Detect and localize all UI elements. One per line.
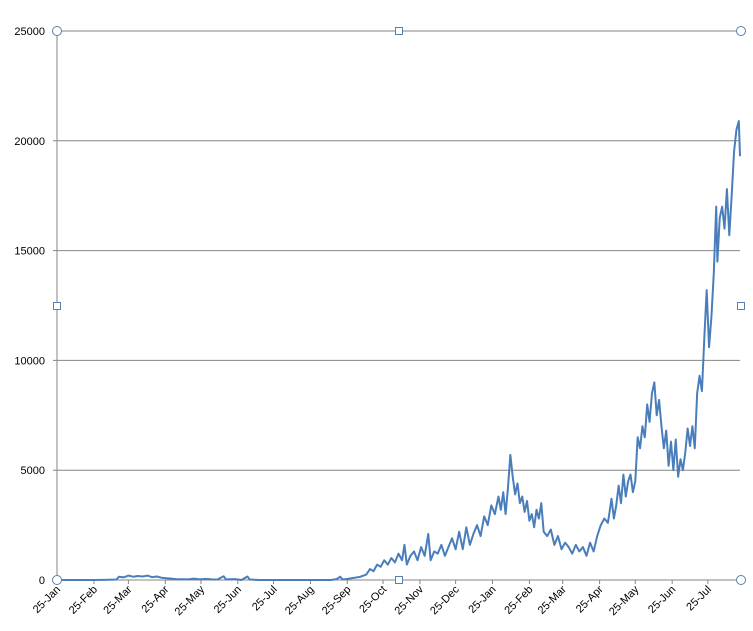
x-tick-label: 25-Aug (283, 584, 317, 618)
selection-handles (52, 26, 746, 585)
handle[interactable] (736, 575, 746, 585)
x-tick-label: 25-Dec (428, 583, 462, 617)
y-tick-label: 10000 (14, 355, 45, 367)
handle[interactable] (737, 302, 745, 310)
x-tick-label: 25-Sep (320, 584, 354, 618)
x-tick-label: 25-Jul (684, 584, 714, 614)
data-line (57, 120, 741, 581)
y-tick-label: 5000 (21, 465, 45, 477)
y-tick-label: 0 (39, 575, 45, 587)
x-tick-label: 25-May (173, 583, 208, 618)
x-tick-label: 25-Mar (536, 583, 569, 616)
x-tick-label: 25-Jul (250, 584, 280, 614)
x-tick-label: 25-Jan (466, 584, 498, 616)
handle[interactable] (395, 576, 403, 584)
x-tick-label: 25-Mar (101, 583, 134, 616)
handle[interactable] (395, 27, 403, 35)
x-tick-label: 25-Jun (646, 584, 678, 616)
x-tick-label: 25-Jan (31, 584, 63, 616)
handle[interactable] (736, 26, 746, 36)
handle[interactable] (52, 26, 62, 36)
y-tick-label: 20000 (14, 136, 45, 148)
x-tick-label: 25-Jun (212, 584, 244, 616)
y-tick-label: 25000 (14, 26, 45, 38)
x-tick-label: 25-Apr (140, 583, 172, 615)
x-tick-label: 25-Apr (574, 583, 606, 615)
x-tick-label: 25-Oct (357, 584, 389, 616)
handle[interactable] (53, 302, 61, 310)
handle[interactable] (52, 575, 62, 585)
x-tick-label: 25-Feb (502, 584, 535, 617)
y-tick-label: 15000 (14, 246, 45, 258)
x-tick-label: 25-Feb (67, 584, 100, 617)
x-tick-label: 25-Nov (392, 583, 426, 617)
x-tick-label: 25-May (607, 583, 642, 618)
